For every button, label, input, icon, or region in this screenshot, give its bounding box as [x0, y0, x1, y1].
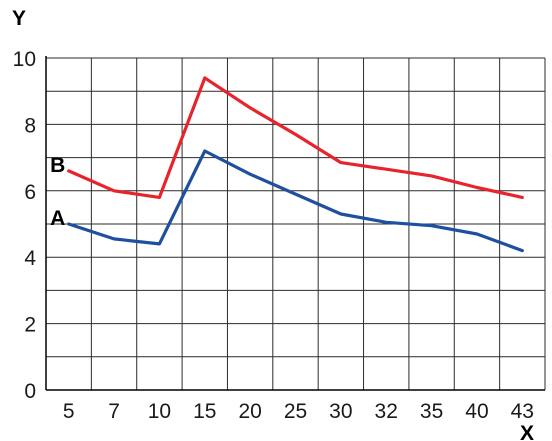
- x-tick-label: 30: [329, 400, 352, 423]
- x-tick-label: 35: [420, 400, 443, 423]
- y-axis-title: Y: [12, 7, 26, 30]
- series-line-b: [67, 76, 524, 199]
- x-axis-title: X: [520, 422, 534, 441]
- y-tick-label: 4: [24, 247, 36, 270]
- axes: [45, 56, 545, 391]
- series-label-b: B: [50, 154, 65, 177]
- x-tick-label: 25: [284, 400, 307, 423]
- series-lines: [67, 76, 524, 253]
- tick-labels: 0 2 4 6 8 10 5 7 10 15 20 25 30 32 35 40 43: [13, 48, 534, 423]
- y-tick-label: 6: [24, 181, 36, 204]
- y-tick-label: 10: [13, 48, 36, 71]
- y-tick-label: 8: [24, 114, 36, 137]
- series-labels: BA: [50, 154, 65, 230]
- x-tick-label: 43: [511, 400, 534, 423]
- series-label-a: A: [50, 207, 65, 230]
- series-line-a: [67, 149, 524, 253]
- x-tick-label: 40: [465, 400, 488, 423]
- x-tick-label: 10: [148, 400, 171, 423]
- x-tick-label: 7: [108, 400, 120, 423]
- x-tick-label: 5: [63, 400, 75, 423]
- grid: [46, 57, 546, 390]
- x-tick-label: 20: [238, 400, 261, 423]
- x-tick-label: 32: [375, 400, 398, 423]
- x-tick-label: 15: [193, 400, 216, 423]
- y-tick-label: 0: [24, 380, 36, 403]
- y-tick-label: 2: [24, 314, 36, 337]
